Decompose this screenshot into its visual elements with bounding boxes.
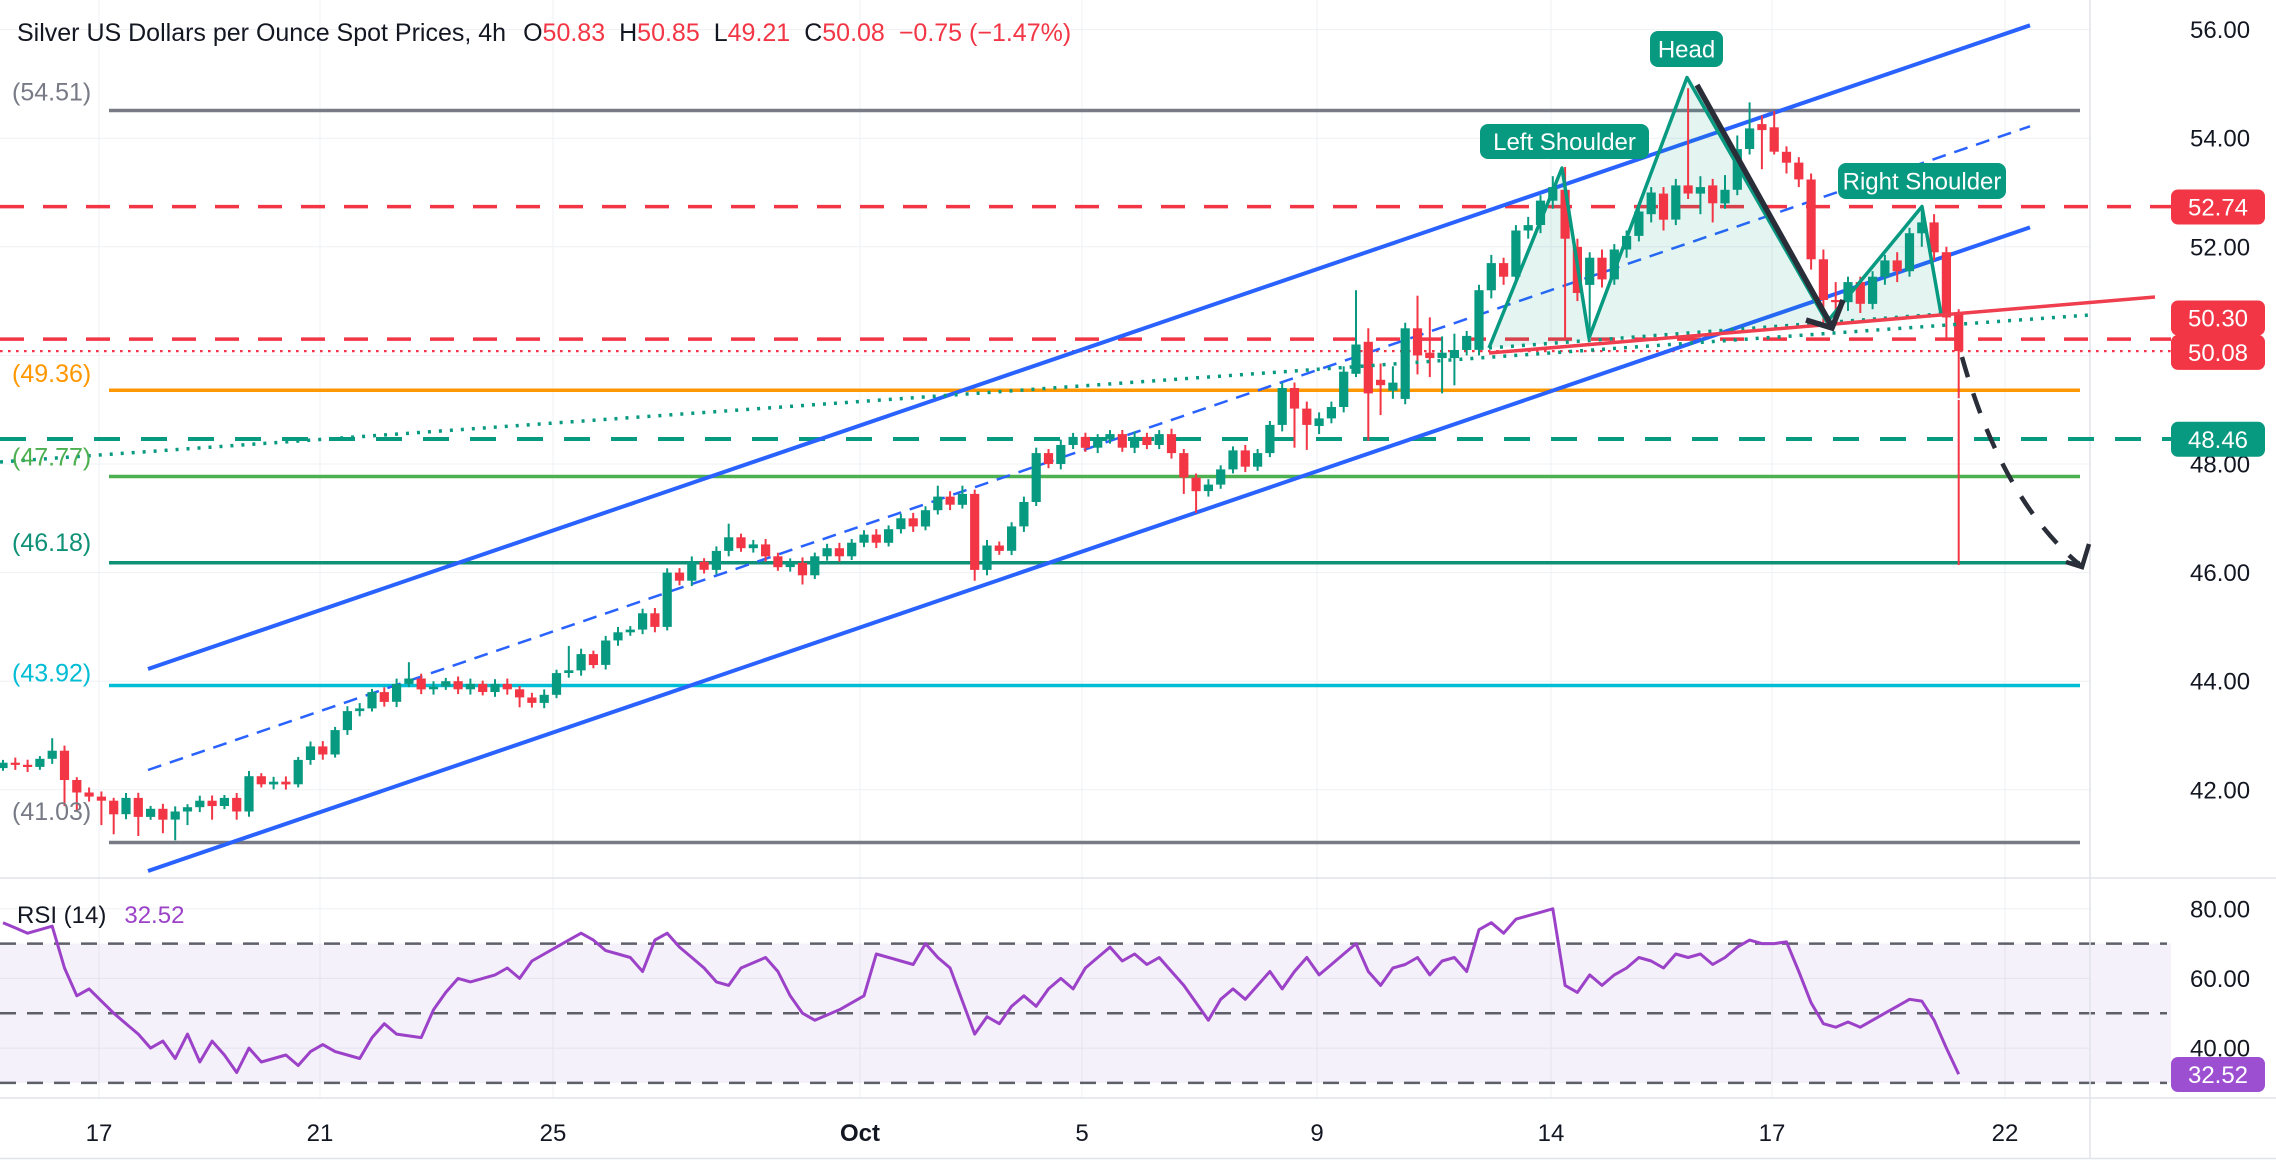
svg-text:22: 22 (1992, 1120, 2019, 1147)
svg-text:Silver US Dollars per Ounce Sp: Silver US Dollars per Ounce Spot Prices,… (17, 19, 1071, 47)
svg-text:Oct: Oct (840, 1120, 880, 1147)
svg-text:Head: Head (1658, 36, 1715, 63)
svg-text:17: 17 (1759, 1120, 1786, 1147)
svg-text:(54.51): (54.51) (12, 79, 91, 107)
svg-text:RSI (14)32.52: RSI (14) 32.52 (17, 902, 184, 929)
svg-text:9: 9 (1310, 1120, 1323, 1147)
svg-text:14: 14 (1538, 1120, 1565, 1147)
svg-text:50.30: 50.30 (2188, 306, 2248, 333)
svg-text:52.74: 52.74 (2188, 195, 2248, 222)
svg-text:5: 5 (1075, 1120, 1088, 1147)
svg-text:52.00: 52.00 (2190, 234, 2250, 261)
svg-text:(46.18): (46.18) (12, 529, 91, 557)
svg-text:54.00: 54.00 (2190, 126, 2250, 153)
svg-text:46.00: 46.00 (2190, 560, 2250, 587)
svg-text:56.00: 56.00 (2190, 17, 2250, 44)
svg-text:Right Shoulder: Right Shoulder (1843, 168, 2002, 195)
svg-text:42.00: 42.00 (2190, 777, 2250, 804)
svg-text:Left Shoulder: Left Shoulder (1493, 129, 1636, 156)
svg-text:25: 25 (540, 1120, 567, 1147)
svg-text:50.08: 50.08 (2188, 340, 2248, 367)
svg-text:(47.77): (47.77) (12, 444, 91, 472)
svg-text:60.00: 60.00 (2190, 966, 2250, 993)
svg-text:44.00: 44.00 (2190, 669, 2250, 696)
svg-text:(49.36): (49.36) (12, 360, 91, 388)
svg-text:17: 17 (86, 1120, 113, 1147)
svg-text:(43.92): (43.92) (12, 659, 91, 687)
svg-text:80.00: 80.00 (2190, 896, 2250, 923)
svg-text:48.46: 48.46 (2188, 427, 2248, 454)
svg-text:32.52: 32.52 (2188, 1062, 2248, 1089)
svg-text:21: 21 (307, 1120, 334, 1147)
svg-text:(41.03): (41.03) (12, 798, 91, 826)
